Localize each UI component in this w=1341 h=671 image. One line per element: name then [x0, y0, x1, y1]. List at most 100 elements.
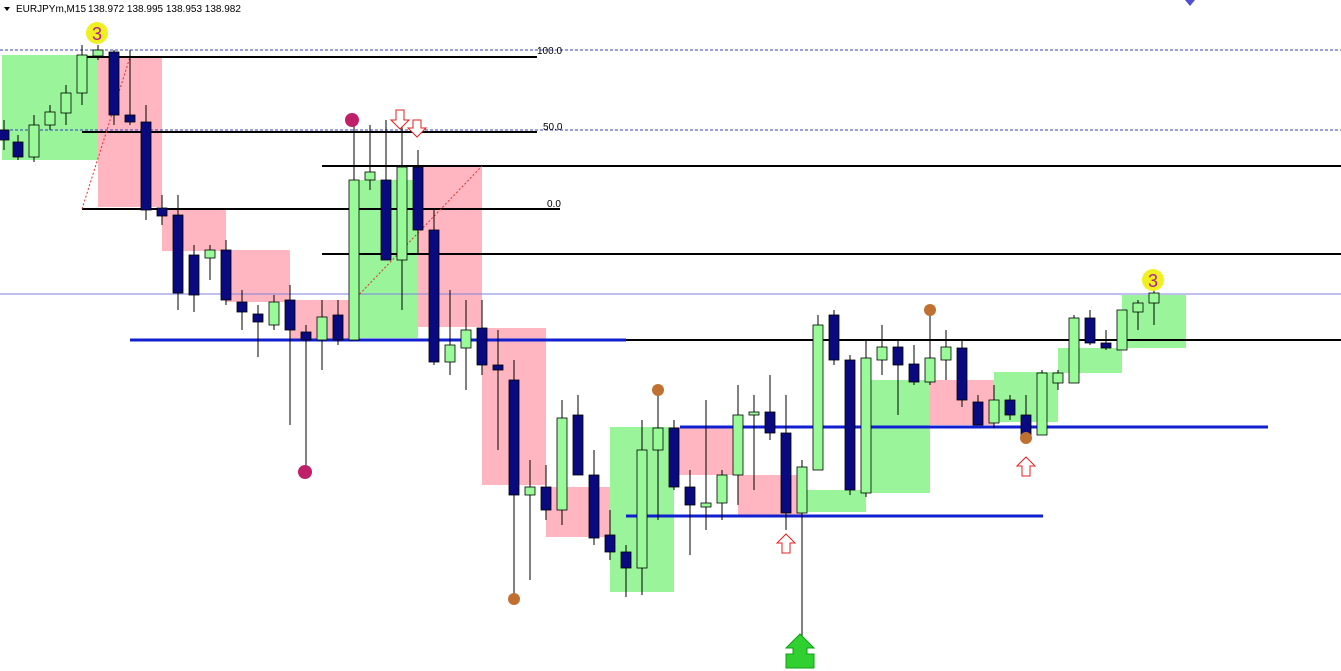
- candle-body: [412, 166, 424, 231]
- candle-body: [268, 301, 280, 326]
- candle-body: [284, 299, 296, 331]
- zone: [546, 487, 610, 537]
- candle-body: [940, 346, 952, 361]
- candle-body: [1116, 309, 1128, 351]
- candle-body: [44, 111, 56, 126]
- candle-body: [124, 114, 136, 123]
- signal-dot: [1020, 432, 1032, 444]
- candle-body: [252, 313, 264, 323]
- candles: [0, 45, 1160, 650]
- zone: [226, 250, 290, 302]
- candle-body: [172, 214, 184, 294]
- candle-body: [780, 432, 792, 514]
- fib-label: 100.0: [537, 46, 562, 57]
- candle-body: [364, 171, 376, 181]
- candle-body: [828, 314, 840, 361]
- candle-body: [76, 54, 88, 94]
- candle-body: [636, 449, 648, 569]
- zone: [738, 475, 802, 515]
- candle-body: [956, 347, 968, 401]
- candle-body: [716, 474, 728, 504]
- down-arrow: [406, 119, 428, 138]
- candle-body: [492, 364, 504, 371]
- candle-body: [444, 344, 456, 363]
- candle-body: [12, 141, 24, 158]
- candle-body: [540, 486, 552, 511]
- candle-body: [236, 301, 248, 313]
- candle-body: [204, 249, 216, 259]
- signal-dot: [508, 593, 520, 605]
- signal-dot: [652, 384, 664, 396]
- count-label: 3: [92, 24, 102, 44]
- candle-body: [524, 486, 536, 496]
- header-toggle[interactable]: [4, 7, 10, 11]
- candle-body: [92, 49, 104, 57]
- candle-body: [972, 401, 984, 426]
- candle-body: [748, 411, 760, 416]
- candle-body: [796, 466, 808, 514]
- down-arrow: [389, 109, 411, 130]
- candle-body: [588, 474, 600, 539]
- signal-dot: [345, 113, 359, 127]
- candle-body: [508, 379, 520, 496]
- candle-body: [156, 207, 168, 217]
- zone: [162, 209, 226, 251]
- count-marker: [1142, 269, 1164, 291]
- quote: 138.972 138.995 138.953 138.982: [88, 4, 241, 15]
- candle-body: [1036, 372, 1048, 436]
- candle-body: [668, 427, 680, 488]
- symbol: EURJPYm,M15: [16, 4, 86, 15]
- candle-body: [1052, 372, 1064, 384]
- candle-body: [732, 414, 744, 476]
- candle-body: [316, 316, 328, 341]
- candle-body: [300, 331, 312, 341]
- fib-label: 50.0: [543, 122, 563, 133]
- candle-body: [1100, 342, 1112, 349]
- up-arrow: [1015, 456, 1037, 477]
- candle-body: [28, 124, 40, 158]
- candle-body: [604, 534, 616, 553]
- candle-body: [1068, 317, 1080, 384]
- candle-body: [700, 502, 712, 508]
- candle-body: [188, 254, 200, 296]
- candle-body: [348, 179, 360, 341]
- candle-body: [620, 551, 632, 569]
- count-marker: [86, 22, 108, 44]
- candle-body: [652, 427, 664, 451]
- candle-body: [876, 346, 888, 361]
- candle-body: [812, 324, 824, 471]
- candle-body: [844, 359, 856, 491]
- count-label: 3: [1148, 271, 1158, 291]
- candle-body: [0, 129, 10, 141]
- candle-body: [1132, 302, 1144, 313]
- zone: [1058, 348, 1122, 373]
- signal-dot: [924, 304, 936, 316]
- candle-body: [476, 327, 488, 366]
- fib-trend: [81, 56, 131, 210]
- candle-body: [924, 357, 936, 383]
- fib-label: 0.0: [547, 199, 561, 210]
- candle-body: [988, 399, 1000, 424]
- up-arrow: [775, 533, 797, 554]
- shift-marker: [1185, 0, 1195, 6]
- candle-body: [860, 357, 872, 494]
- candle-body: [140, 121, 152, 211]
- candle-body: [220, 249, 232, 301]
- candle-body: [1148, 292, 1160, 304]
- buy-arrow: [784, 633, 816, 669]
- candle-body: [332, 314, 344, 341]
- candle-body: [380, 179, 392, 261]
- candle-body: [892, 346, 904, 366]
- candle-body: [1084, 317, 1096, 344]
- candle-body: [764, 411, 776, 434]
- candle-body: [396, 166, 408, 261]
- signal-dot: [298, 465, 312, 479]
- zone: [802, 490, 866, 512]
- candle-body: [1004, 399, 1016, 416]
- candle-body: [428, 229, 440, 363]
- candle-body: [460, 329, 472, 349]
- candle-body: [684, 486, 696, 506]
- signals: 3 3: [86, 0, 1195, 669]
- candle-body: [60, 92, 72, 114]
